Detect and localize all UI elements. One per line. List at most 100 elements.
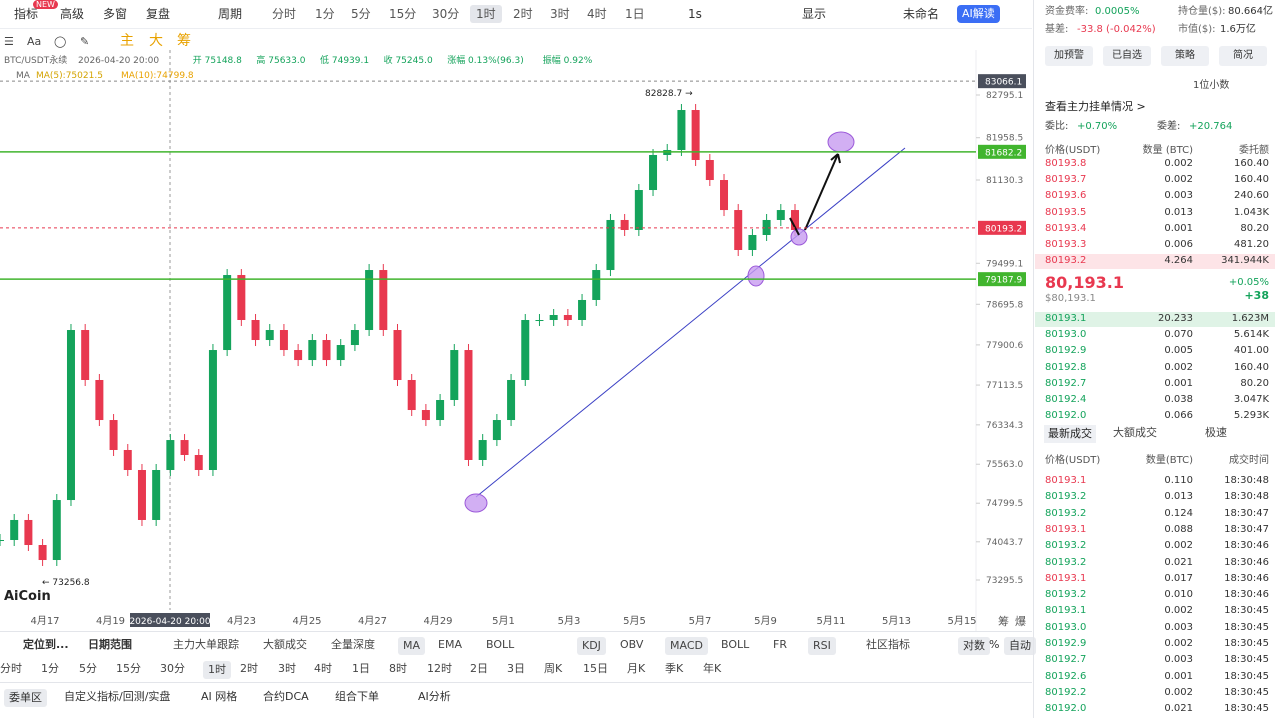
indicator[interactable]: 主力大单跟踪 [173,638,239,651]
toolbar-item[interactable]: 3时 [550,7,570,21]
tab[interactable]: 最新成交 [1044,425,1096,443]
toolbar-item[interactable]: 15分 [389,7,417,21]
period[interactable]: 1时 [203,661,231,679]
period[interactable]: 周K [544,662,563,675]
period[interactable]: 1日 [352,662,370,675]
cell: 240.60 [1234,190,1269,202]
cell: 18:30:48 [1224,475,1269,486]
qty: 0.005 [1164,345,1193,357]
toolbar-item[interactable]: 指标 [14,7,39,21]
panel-tab[interactable]: 自定义指标/回测/实盘 [64,690,171,703]
toolbar-item[interactable]: 4时 [587,7,607,21]
period[interactable]: 1分 [41,662,59,675]
ma-value: MA(5):75021.5 [36,71,103,81]
candle [208,350,217,471]
period[interactable]: 8时 [389,662,407,675]
candle [152,470,161,520]
trend-line [475,147,906,498]
period[interactable]: 年K [703,662,722,675]
decimals[interactable]: 1位小数 [1193,80,1230,91]
tool-icon[interactable]: ◯ [54,35,67,48]
period[interactable]: 季K [665,662,684,675]
panel-tab[interactable]: AI 网格 [201,690,238,703]
toolbar-item[interactable]: 周期 [218,7,243,21]
axis-option[interactable]: % [989,638,1000,651]
indicator[interactable]: EMA [438,638,462,651]
toolbar-item[interactable]: 30分 [432,7,460,21]
period[interactable]: 12时 [427,662,452,675]
axis-option[interactable]: 自动 [1004,637,1036,655]
period[interactable]: 2时 [240,662,258,675]
toolbar-item[interactable]: 2时 [513,7,533,21]
toolbar-item[interactable]: 多窗 [103,7,128,21]
indicator[interactable]: 全量深度 [331,638,375,651]
tab[interactable]: 大额成交 [1113,426,1157,439]
link[interactable]: 查看主力挂单情况 > [1045,100,1146,113]
candle [223,275,232,351]
toolbar-item[interactable]: 显示 [802,7,827,21]
indicator[interactable]: KDJ [577,637,606,655]
period[interactable]: 3时 [278,662,296,675]
indicator[interactable]: OBV [620,638,644,651]
indicator[interactable]: BOLL [486,638,515,651]
axis-option[interactable]: 对数 [958,637,990,655]
toolbar-item[interactable]: 1时 [470,5,502,23]
candle [336,345,345,361]
corner-item: 筹 [998,614,1009,628]
draw-tool[interactable]: 筹 [177,33,191,49]
tool-icon[interactable]: ☰ [4,35,14,48]
price: 80193.1 [1045,475,1087,486]
price-tag-label: 79187.9 [985,276,1022,286]
indicator[interactable]: 社区指标 [866,638,910,651]
period[interactable]: 5分 [79,662,97,675]
candle [563,315,572,321]
toggle[interactable]: 极速 [1205,426,1227,439]
draw-tool[interactable]: 大 [149,33,163,49]
period[interactable]: 15分 [116,662,141,675]
panel-tab[interactable]: 委单区 [4,689,47,707]
date-range[interactable]: 日期范围 [88,638,132,651]
indicator[interactable]: BOLL [721,638,750,651]
period[interactable]: 3日 [507,662,525,675]
period[interactable]: 15日 [583,662,608,675]
toolbar-item[interactable]: 高级 [60,7,85,21]
indicator[interactable]: MA [398,637,426,655]
tool-icon[interactable]: Aa [27,35,42,48]
period[interactable]: 2日 [470,662,488,675]
arrow [804,153,839,231]
candle [421,410,430,421]
draw-tool[interactable]: 主 [120,33,134,49]
toolbar-item[interactable]: 1分 [315,7,335,21]
toolbar-item[interactable]: 1日 [625,7,645,21]
ohlc-info: 高 75633.0 [256,56,306,66]
panel-tab[interactable]: 组合下单 [335,690,379,703]
cell: 18:30:45 [1224,605,1269,617]
toolbar-item[interactable]: 复盘 [146,7,171,21]
cell: 18:30:45 [1224,621,1269,633]
indicator[interactable]: MACD [665,637,708,655]
tool-icon[interactable]: ✎ [80,35,90,48]
panel-tab[interactable]: 合约DCA [263,690,309,703]
button[interactable]: 加预警 [1045,46,1093,66]
indicator[interactable]: 大额成交 [263,638,307,651]
period[interactable]: 分时 [0,662,22,675]
candle [620,219,629,230]
candle [350,330,359,346]
period[interactable]: 月K [627,662,646,675]
button[interactable]: 已自选 [1103,46,1151,66]
period[interactable]: 4时 [314,662,332,675]
panel-tab[interactable]: AI分析 [418,690,451,703]
candle [549,315,558,321]
toolbar-item[interactable]: 未命名 [903,7,940,21]
locate[interactable]: 定位到... [23,638,69,651]
button[interactable]: 简况 [1219,46,1267,66]
price: 80193.3 [1045,239,1087,250]
toolbar-item[interactable]: 1s [688,7,702,21]
indicator[interactable]: RSI [808,637,836,655]
period[interactable]: 30分 [160,662,185,675]
button[interactable]: 策略 [1161,46,1209,66]
toolbar-item[interactable]: 分时 [272,7,297,21]
ai-button[interactable]: AI解读 [957,5,1000,23]
indicator[interactable]: FR [773,638,787,651]
toolbar-item[interactable]: 5分 [351,7,371,21]
